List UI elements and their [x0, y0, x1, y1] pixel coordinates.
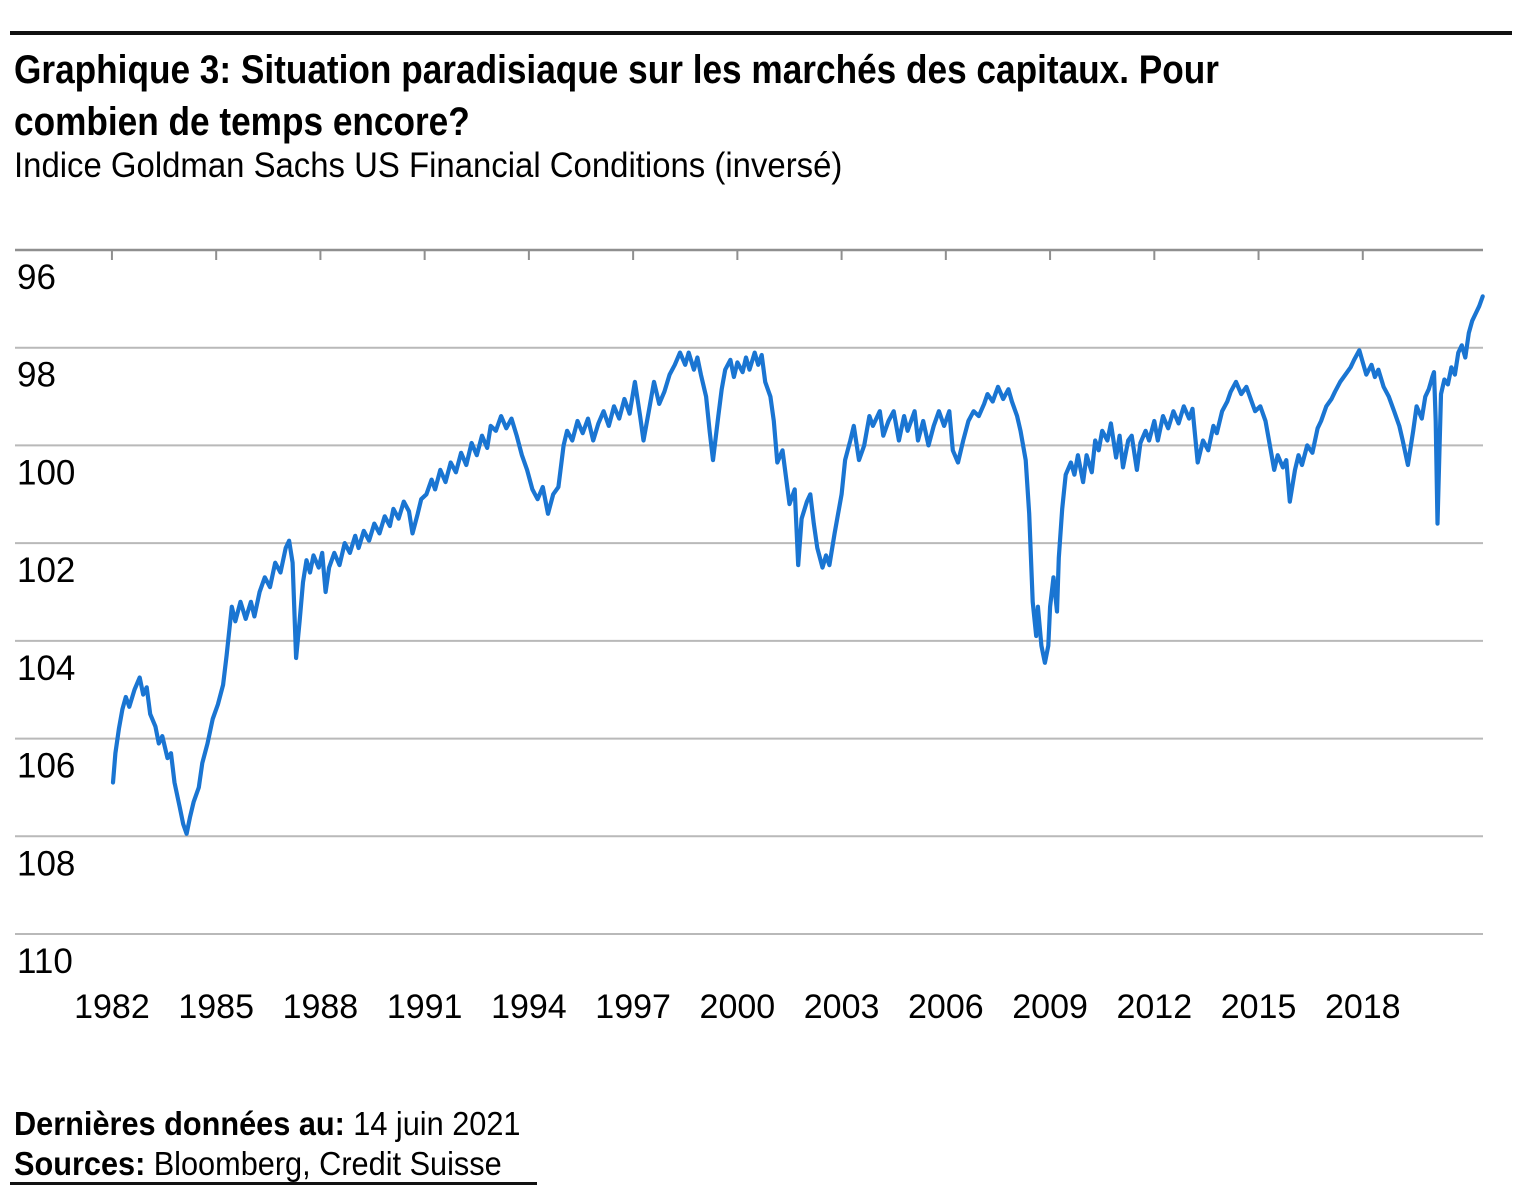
footer-sources: Sources: Bloomberg, Credit Suisse — [14, 1144, 502, 1184]
y-tick-label: 98 — [17, 356, 56, 395]
footer-last-data: Dernières données au: 14 juin 2021 — [14, 1104, 520, 1144]
x-tick-label: 2009 — [1012, 988, 1088, 1026]
y-tick-label: 106 — [17, 747, 75, 786]
footer-sources-label: Sources: — [14, 1145, 146, 1182]
y-tick-label: 108 — [17, 844, 75, 883]
y-tick-label: 100 — [17, 453, 75, 492]
x-tick-label: 1997 — [595, 988, 671, 1026]
footer-last-data-label: Dernières données au: — [14, 1105, 345, 1142]
x-tick-label: 2000 — [700, 988, 776, 1026]
y-tick-label: 104 — [17, 649, 75, 688]
chart-title: Graphique 3: Situation paradisiaque sur … — [14, 48, 1219, 144]
top-rule — [10, 31, 1512, 35]
chart-subtitle: Indice Goldman Sachs US Financial Condit… — [14, 146, 843, 185]
x-tick-label: 2006 — [908, 988, 984, 1026]
x-tick-label: 2015 — [1221, 988, 1297, 1026]
x-tick-label: 1988 — [283, 988, 359, 1026]
footer-sources-value: Bloomberg, Credit Suisse — [153, 1145, 502, 1182]
x-tick-label: 2018 — [1325, 988, 1401, 1026]
bottom-rule — [10, 1182, 537, 1185]
x-tick-label: 1982 — [74, 988, 150, 1026]
y-tick-label: 96 — [17, 258, 56, 297]
footer-last-data-value: 14 juin 2021 — [353, 1105, 521, 1142]
x-tick-label: 2012 — [1116, 988, 1192, 1026]
x-tick-label: 2003 — [804, 988, 880, 1026]
x-tick-label: 1985 — [178, 988, 254, 1026]
y-tick-label: 102 — [17, 551, 75, 590]
x-tick-label: 1994 — [491, 988, 567, 1026]
x-tick-label: 1991 — [387, 988, 463, 1026]
data-line — [110, 294, 1485, 836]
y-tick-label: 110 — [17, 942, 73, 981]
